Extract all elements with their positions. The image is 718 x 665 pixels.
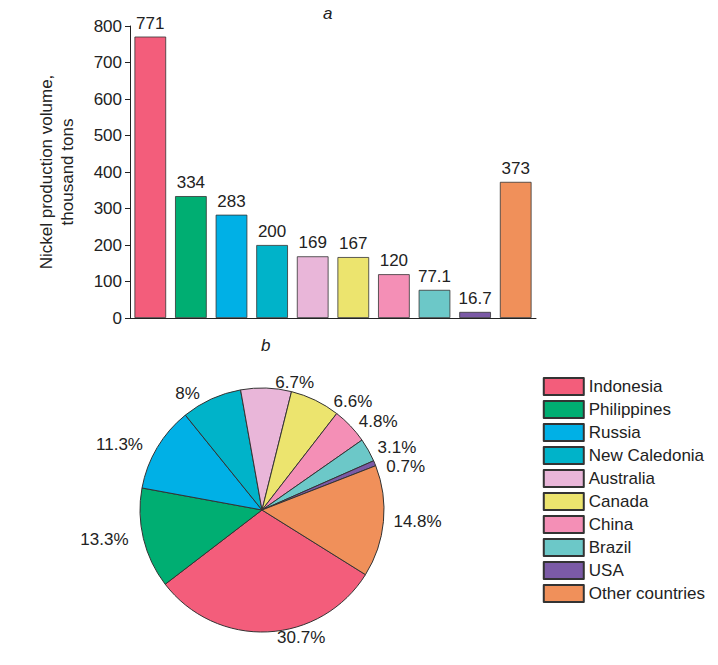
svg-text:13.3%: 13.3% bbox=[80, 530, 128, 549]
svg-text:thousand tons: thousand tons bbox=[58, 119, 77, 226]
svg-text:500: 500 bbox=[94, 126, 122, 145]
svg-text:8%: 8% bbox=[175, 384, 200, 403]
svg-text:Brazil: Brazil bbox=[589, 538, 632, 557]
svg-text:Australia: Australia bbox=[589, 469, 656, 488]
svg-text:200: 200 bbox=[94, 236, 122, 255]
svg-text:200: 200 bbox=[258, 222, 286, 241]
svg-text:Canada: Canada bbox=[589, 492, 649, 511]
svg-text:373: 373 bbox=[502, 159, 530, 178]
svg-text:283: 283 bbox=[217, 192, 245, 211]
svg-text:Other countries: Other countries bbox=[589, 584, 705, 603]
svg-text:120: 120 bbox=[380, 251, 408, 270]
svg-text:Nickel production volume,: Nickel production volume, bbox=[37, 75, 56, 270]
svg-text:400: 400 bbox=[94, 163, 122, 182]
svg-text:16.7: 16.7 bbox=[459, 289, 492, 308]
svg-text:USA: USA bbox=[589, 561, 625, 580]
svg-text:771: 771 bbox=[136, 14, 164, 33]
svg-text:Russia: Russia bbox=[589, 423, 642, 442]
svg-text:167: 167 bbox=[339, 234, 367, 253]
svg-text:b: b bbox=[261, 336, 270, 355]
svg-text:4.8%: 4.8% bbox=[359, 412, 398, 431]
svg-text:30.7%: 30.7% bbox=[277, 628, 325, 647]
svg-text:14.8%: 14.8% bbox=[393, 512, 441, 531]
svg-text:334: 334 bbox=[177, 173, 205, 192]
svg-text:3.1%: 3.1% bbox=[378, 438, 417, 457]
svg-text:Philippines: Philippines bbox=[589, 400, 671, 419]
svg-text:700: 700 bbox=[94, 53, 122, 72]
svg-text:77.1: 77.1 bbox=[418, 267, 451, 286]
svg-text:a: a bbox=[323, 4, 332, 23]
svg-text:New Caledonia: New Caledonia bbox=[589, 446, 705, 465]
svg-text:100: 100 bbox=[94, 272, 122, 291]
svg-text:Indonesia: Indonesia bbox=[589, 377, 663, 396]
svg-text:6.6%: 6.6% bbox=[334, 392, 373, 411]
svg-text:0.7%: 0.7% bbox=[386, 457, 425, 476]
svg-text:China: China bbox=[589, 515, 634, 534]
svg-text:169: 169 bbox=[299, 233, 327, 252]
svg-text:6.7%: 6.7% bbox=[275, 373, 314, 392]
svg-text:800: 800 bbox=[94, 17, 122, 36]
svg-text:0: 0 bbox=[113, 309, 122, 328]
svg-text:300: 300 bbox=[94, 199, 122, 218]
svg-text:11.3%: 11.3% bbox=[96, 435, 143, 454]
svg-text:600: 600 bbox=[94, 90, 122, 109]
